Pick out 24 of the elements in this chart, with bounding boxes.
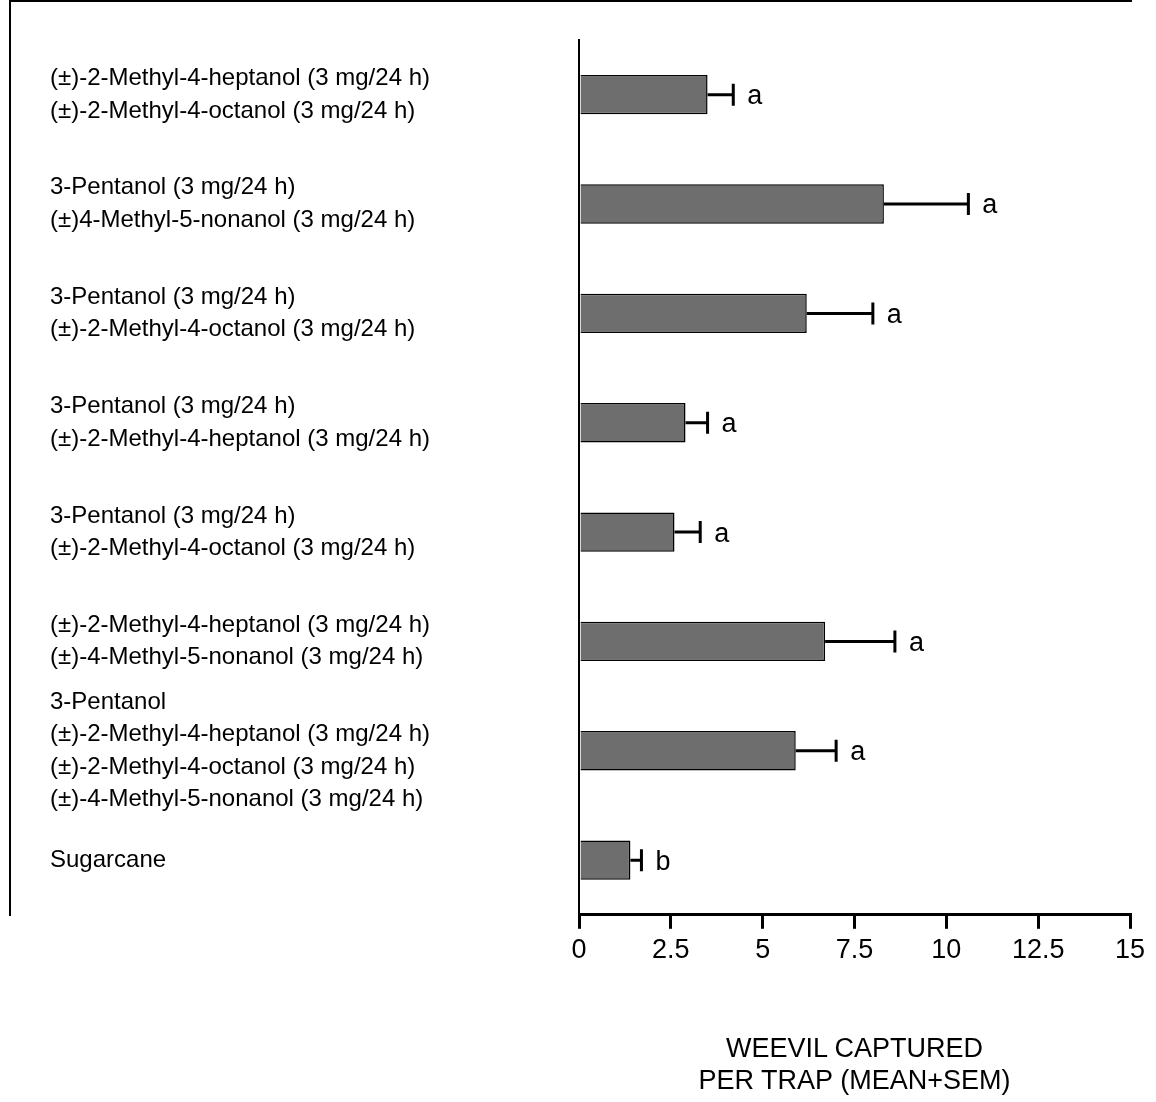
y-tick-label: (±)-2-Methyl-4-heptanol (3 mg/24 h) (±)-4-Methyl-5-nonanol (3 mg/24 h) [50, 609, 430, 670]
annotation: a [714, 517, 731, 548]
annotation: a [908, 626, 925, 657]
annotation: a [886, 298, 903, 329]
annotation: a [721, 408, 738, 439]
y-tick-label: 3-Pentanol (3 mg/24 h) (±)-2-Methyl-4-octanol (3 mg/24 h) [50, 281, 416, 342]
y-tick-label: (±)-2-Methyl-4-heptanol (3 mg/24 h) (±)-2-Methyl-4-octanol (3 mg/24 h) [50, 63, 430, 123]
annotation: a [982, 189, 999, 220]
x-axis-title: WEEVIL CAPTURED PER TRAP (MEAN+SEM) [698, 1032, 1011, 1096]
x-tick-label: 0 [571, 934, 587, 965]
x-tick-label: 15 [1114, 934, 1146, 965]
annotation: a [850, 736, 867, 767]
x-tick-label: 10 [931, 934, 962, 965]
annotation: a [747, 80, 764, 111]
x-tick-label: 7.5 [835, 934, 874, 965]
y-tick-label: 3-Pentanol (3 mg/24 h) (±)-2-Methyl-4-octanol (3 mg/24 h) [50, 500, 416, 560]
x-tick-label: 5 [755, 934, 771, 965]
y-tick-label: 3-Pentanol (3 mg/24 h) (±)-2-Methyl-4-heptanol (3 mg/24 h) [50, 391, 430, 451]
y-tick-label: 3-Pentanol (3 mg/24 h) (±)4-Methyl-5-nonanol (3 mg/24 h) [50, 172, 416, 232]
y-tick-label: 3-Pentanol (±)-2-Methyl-4-heptanol (3 mg/24 h) (±)-2-Methyl-4-octanol (3 mg/24 h) (±)-4-Methyl-5-nonanol (3 mg/24 h) [50, 686, 430, 811]
x-tick-label: 12.5 [1011, 934, 1065, 965]
y-tick-label: Sugarcane [50, 844, 167, 872]
x-tick-label: 2.5 [652, 934, 690, 965]
annotation: b [655, 845, 671, 876]
